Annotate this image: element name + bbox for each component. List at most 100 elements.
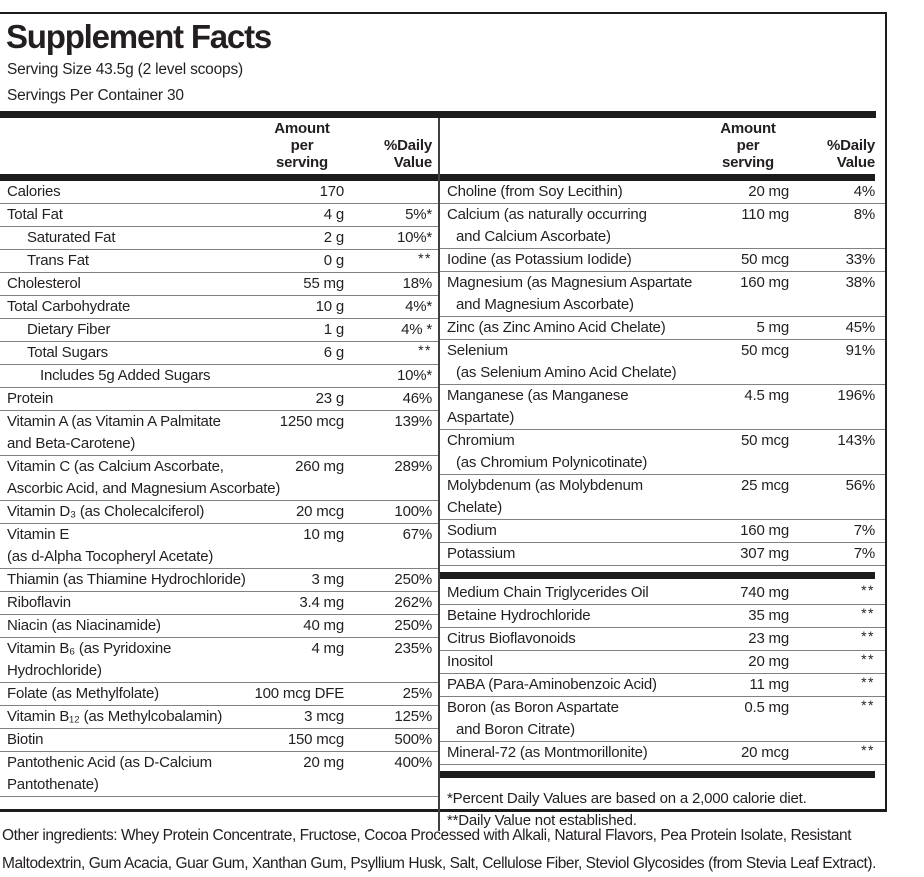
table-row: Chromium 50 mcg 143% (as Chromium Polynicot… [440,430,885,475]
nutrient-table-left: Calories 170 Total Fat 4 g 5%* Saturated Fat 2… [0,181,438,797]
table-row: Potassium 307 mg 7% [440,543,885,566]
amount-value: 6 g [323,344,344,361]
amount-per-serving-header: Amount per serving [720,120,776,171]
daily-value: 38% [845,274,876,291]
nutrient-name: Inositol [447,653,493,670]
table-row: Molybdenum (as Molybdenum Chelate) 25 mcg… [440,475,885,520]
daily-value: 143% [837,432,875,449]
amount-value: 4 g [323,206,344,223]
table-row: Medium Chain Triglycerides Oil 740 mg ** [440,582,885,605]
daily-value: 4%* [405,298,432,315]
nutrient-name: Magnesium (as Magnesium Aspartate [447,274,693,291]
table-row: Trans Fat 0 g ** [0,250,438,273]
table-row: Riboflavin 3.4 mg 262% [0,592,438,615]
daily-value [358,181,438,203]
nutrient-name: Betaine Hydrochloride [447,607,591,624]
nutrient-name: Potassium [447,545,516,562]
table-row: Vitamin E 10 mg 67% (as d-Alpha Tocopheryl … [0,524,438,569]
nutrient-name: Vitamin B₁₂ (as Methylcobalamin) [7,708,223,725]
nutrient-name-continued: and Calcium Ascorbate) [456,228,611,245]
nutrient-name: Vitamin C (as Calcium Ascorbate, [7,458,224,475]
nutrient-name: Citrus Bioflavonoids [447,630,576,647]
daily-value: 56% [845,477,876,494]
thick-rule-top [0,111,876,118]
table-row: Includes 5g Added Sugars 10%* [0,365,438,388]
daily-value: ** [861,651,875,667]
table-row: Saturated Fat 2 g 10%* [0,227,438,250]
daily-value: ** [861,628,875,644]
nutrient-name: Sodium [447,522,497,539]
table-row: Choline (from Soy Lecithin) 20 mg 4% [440,181,885,204]
table-row: Cholesterol 55 mg 18% [0,273,438,296]
table-row: Total Sugars 6 g ** [0,342,438,365]
nutrient-name: Dietary Fiber [27,321,111,338]
amount-value: 3.4 mg [299,594,344,611]
amount-value: 2 g [323,229,344,246]
daily-value: ** [861,674,875,690]
nutrient-name-continued: and Beta-Carotene) [7,435,136,452]
table-row: Vitamin B₆ (as Pyridoxine 4 mg 235% Hydroch… [0,638,438,683]
nutrient-name: Vitamin D₃ (as Cholecalciferol) [7,503,205,520]
amount-value: 20 mg [748,653,789,670]
nutrient-name-continued: Hydrochloride) [7,662,102,679]
nutrient-name: Molybdenum (as Molybdenum Chelate) [447,477,643,516]
nutrient-name: Selenium [447,342,508,359]
table-row: Sodium 160 mg 7% [440,520,885,543]
facts-column-right: Amount per serving %Daily Value Choline … [440,118,885,831]
nutrient-name-continued: Ascorbic Acid, and Magnesium Ascorbate) [7,480,281,497]
amount-value: 1250 mcg [279,413,344,430]
table-row: Betaine Hydrochloride 35 mg ** [440,605,885,628]
amount-value: 50 mcg [741,432,789,449]
amount-value: 23 g [315,390,345,407]
footnote-not-established: **Daily Value not established. [447,811,637,829]
nutrient-name: Biotin [7,731,44,748]
table-row: Citrus Bioflavonoids 23 mg ** [440,628,885,651]
amount-value: 5 mg [756,319,789,336]
table-row: Total Fat 4 g 5%* [0,204,438,227]
daily-value: 262% [394,594,432,611]
daily-value: 91% [845,342,876,359]
table-row: Mineral-72 (as Montmorillonite) 20 mcg ** [440,742,885,765]
amount-value: 11 mg [749,676,789,693]
panel-header: Supplement Facts Serving Size 43.5g (2 l… [0,14,885,109]
nutrient-name: Manganese (as Manganese Aspartate) [447,387,629,426]
servings-per-container-text: Servings Per Container 30 [7,87,184,104]
amount-value: 307 mg [740,545,789,562]
nutrient-name: Vitamin E [7,526,70,543]
daily-value: 250% [394,617,432,634]
table-row: Calcium (as naturally occurring 110 mg 8% a… [440,204,885,249]
nutrient-name-continued: and Boron Citrate) [456,721,575,738]
nutrient-name-continued: (as Selenium Amino Acid Chelate) [456,364,677,381]
nutrient-name: Includes 5g Added Sugars [40,367,211,384]
amount-value: 23 mg [748,630,789,647]
nutrient-name: Medium Chain Triglycerides Oil [447,584,649,601]
daily-value: ** [861,697,875,713]
daily-value: 45% [845,319,876,336]
nutrient-table-right: Choline (from Soy Lecithin) 20 mg 4% Calciu… [440,181,885,566]
table-row: Vitamin C (as Calcium Ascorbate, 260 mg 28… [0,456,438,501]
amount-value: 35 mg [748,607,789,624]
amount-value: 10 g [315,298,345,315]
table-row: Folate (as Methylfolate) 100 mcg DFE 25% [0,683,438,706]
amount-value: 170 [319,183,345,200]
daily-value: 46% [402,390,433,407]
daily-value-header: %Daily Value [827,137,875,171]
nutrient-name: Vitamin B₆ (as Pyridoxine [7,640,172,657]
daily-value: ** [418,342,432,358]
nutrient-name: Thiamin (as Thiamine Hydrochloride) [7,571,246,588]
daily-value: 235% [394,640,432,657]
amount-value: 110 mg [741,206,789,223]
amount-value: 0.5 mg [744,699,789,716]
thick-rule-section [440,572,875,579]
daily-value: 139% [394,413,432,430]
table-row: Boron (as Boron Aspartate 0.5 mg ** and Bor… [440,697,885,742]
nutrient-name: Total Fat [7,206,63,223]
daily-value: 289% [394,458,432,475]
nutrient-name: Trans Fat [27,252,89,269]
amount-value: 3 mg [311,571,344,588]
table-row: Selenium 50 mcg 91% (as Selenium Amino Acid… [440,340,885,385]
nutrient-name: Vitamin A (as Vitamin A Palmitate [7,413,221,430]
nutrient-name: Zinc (as Zinc Amino Acid Chelate) [447,319,666,336]
nutrient-name: Mineral-72 (as Montmorillonite) [447,744,648,761]
facts-column-left: Amount per serving %Daily Value Calories… [0,118,438,831]
